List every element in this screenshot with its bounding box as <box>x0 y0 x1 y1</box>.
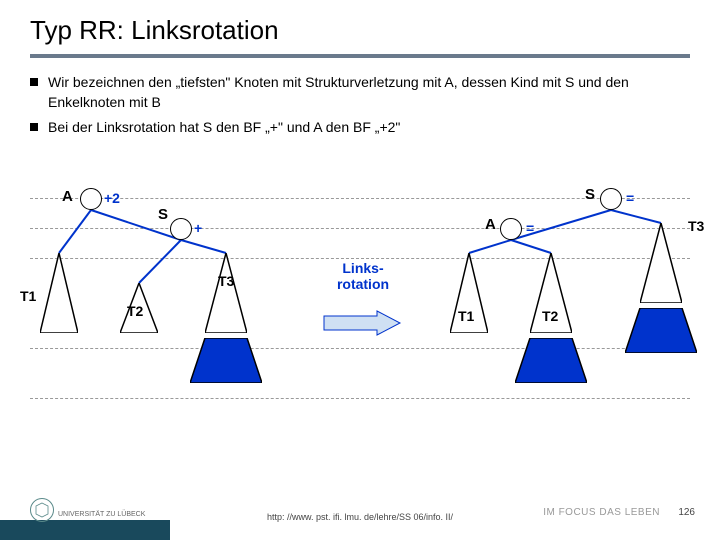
footer: UNIVERSITÄT ZU LÜBECK http: //www. pst. … <box>0 510 720 540</box>
subtree-t3-right <box>640 223 682 303</box>
page-number: 126 <box>678 507 695 518</box>
bullet-item: Bei der Linksrotation hat S den BF „+" u… <box>30 118 690 138</box>
bullet-square-icon <box>30 123 38 131</box>
bf-label-s-right: = <box>626 190 634 206</box>
bullet-list: Wir bezeichnen den „tiefsten" Knoten mit… <box>30 73 690 138</box>
slide-title: Typ RR: Linksrotation <box>30 15 690 46</box>
footer-url: http: //www. pst. ifi. lmu. de/lehre/SS … <box>267 512 453 522</box>
university-name: UNIVERSITÄT ZU LÜBECK <box>58 511 145 518</box>
bullet-text: Bei der Linksrotation hat S den BF „+" u… <box>48 118 400 138</box>
node-s-right <box>600 188 622 210</box>
node-label-s-right: S <box>585 186 595 203</box>
bullet-item: Wir bezeichnen den „tiefsten" Knoten mit… <box>30 73 690 112</box>
bullet-text: Wir bezeichnen den „tiefsten" Knoten mit… <box>48 73 690 112</box>
trap-right <box>515 338 587 383</box>
subtree-label-t1-right: T1 <box>458 308 474 324</box>
footer-tagline: IM FOCUS DAS LEBEN <box>543 507 660 518</box>
diagram-container: A +2 S + T1 T2 T3 Links-rotation <box>30 158 690 428</box>
node-label-a-right: A <box>485 216 496 233</box>
bf-label-a-right: = <box>526 220 534 236</box>
subtree-label-t3-right: T3 <box>688 218 704 234</box>
footer-bar <box>0 520 170 540</box>
university-logo-icon <box>30 498 54 522</box>
bullet-square-icon <box>30 78 38 86</box>
node-a-right <box>500 218 522 240</box>
title-underline <box>30 54 690 58</box>
subtree-label-t2-right: T2 <box>542 308 558 324</box>
trap-right2 <box>625 308 697 353</box>
